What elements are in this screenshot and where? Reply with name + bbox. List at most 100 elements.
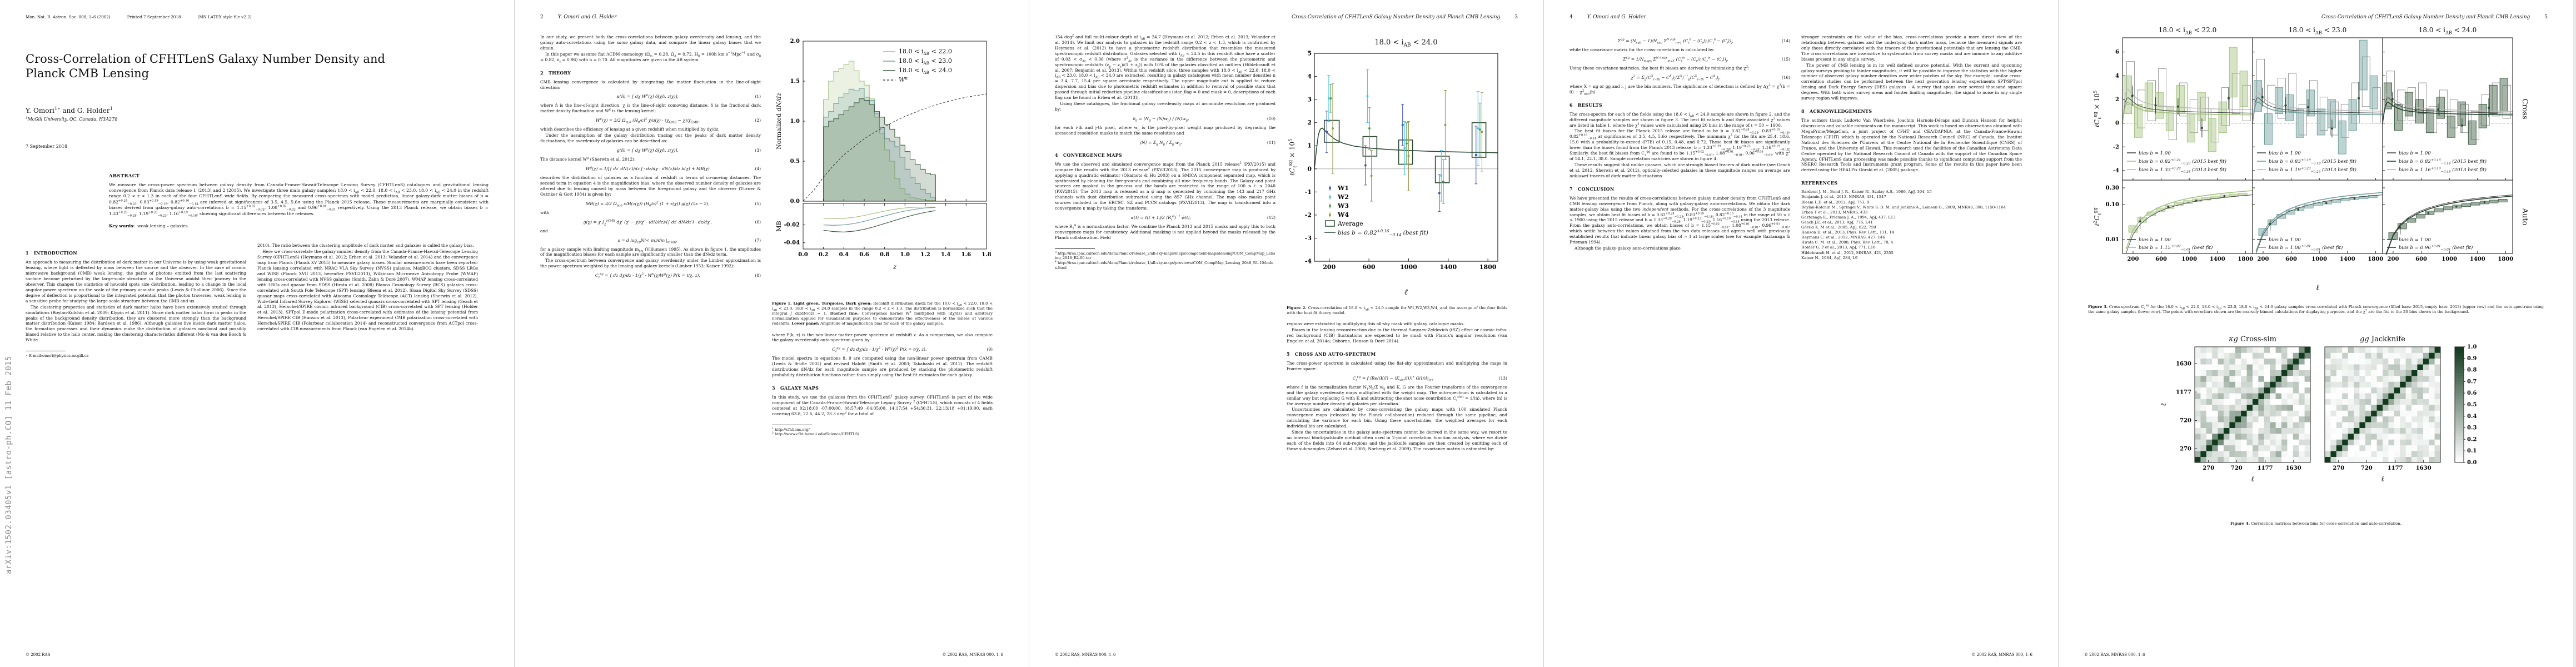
svg-text:2: 2 — [1307, 119, 1312, 126]
equation-number: (9) — [986, 347, 993, 352]
figure-caption: Figure 2. Cross-correlation of 18.0 < iA… — [1287, 306, 1507, 316]
svg-text:1630: 1630 — [2416, 465, 2431, 471]
svg-text:bias b = 0.82+0.16−0.14 (2015: bias b = 0.82+0.16−0.14 (2015 best fit) — [2399, 158, 2487, 165]
svg-text:bias b = 1.00: bias b = 1.00 — [2399, 151, 2431, 156]
reference-item: Kaiser N., 1984, ApJ, 284, L9 — [1801, 255, 1858, 260]
paragraph: for each i-th and j-th pixel, where wij … — [1055, 125, 1276, 136]
equation-body: Wg(χ) = 1/[∫ dz′ dN(z′)/dz′] · dz/dχ · d… — [585, 166, 710, 171]
svg-text:Average: Average — [1337, 220, 1363, 227]
page-2: 2 Y. Omori and G. Holder In our study, we… — [515, 0, 1029, 667]
paragraph: Biases in the lensing reconstruction due… — [1287, 327, 1507, 344]
page4-left-column: Σgg = (Nsub − 1)/Nsub ΣN subn=1 (Cℓn − ⟨… — [1569, 34, 1790, 261]
svg-text:ℓ: ℓ — [2316, 283, 2319, 292]
footnote-link[interactable]: 1 http://cfhtlens.org/ — [772, 427, 810, 432]
paragraph: We have presented the results of cross-c… — [1569, 195, 1791, 245]
svg-text:ℓCℓκg × 105: ℓCℓκg × 105 — [2092, 91, 2102, 128]
svg-text:18.0 < iAB < 24.0: 18.0 < iAB < 24.0 — [899, 67, 952, 75]
paragraph: 154 deg2 and full multi-colour depth of … — [1055, 34, 1275, 101]
equation-body: Wκ(χ) = 3/2 Ωm,0 (H0/c)2 χ/a(χ) · (χCMB … — [595, 117, 700, 125]
svg-text:600: 600 — [2415, 256, 2427, 262]
svg-text:-0.02: -0.02 — [784, 222, 800, 228]
affiliation: 1McGill University, QC, Canada, H3A2T8 — [26, 116, 118, 122]
svg-text:bias b = 1.00: bias b = 1.00 — [2269, 151, 2301, 156]
page2-left-column: In our study, we present both the cross-… — [540, 34, 761, 437]
running-head-title: Y. Omori and G. Holder — [1587, 14, 1646, 20]
paragraph: In this paper we assume flat ΛCDM cosmol… — [540, 51, 761, 64]
svg-text:-2: -2 — [2113, 144, 2119, 150]
paragraph: 2010). The ratio between the clustering … — [257, 243, 474, 248]
svg-text:4: 4 — [1307, 73, 1312, 80]
svg-text:z: z — [893, 263, 897, 271]
svg-text:1400: 1400 — [2340, 256, 2355, 262]
svg-text:270: 270 — [2333, 465, 2344, 471]
svg-text:1400: 1400 — [1439, 263, 1457, 271]
section-heading: 2 THEORY — [540, 69, 571, 76]
equation-body: g(n̂) = ∫ dχ Wg(χ) δ[χn̂, z(χ)]. — [616, 147, 679, 153]
svg-text:bias b = 1.15+0.02−0.01 (best: bias b = 1.15+0.02−0.01 (best fit) — [2139, 245, 2213, 251]
equation: Wκ(χ) = 3/2 Ωm,0 (H0/c)2 χ/a(χ) · (χCMB … — [540, 117, 761, 125]
abstract-block: ABSTRACT We measure the cross-power spec… — [109, 173, 489, 229]
footnote-link[interactable]: 3 http://irsa.ipac.caltech.edu/data/Plan… — [1055, 251, 1275, 261]
paragraph: The clustering properties and statistics… — [26, 304, 246, 343]
paragraph: The cross-spectrum between convergence a… — [540, 258, 761, 269]
paragraph: Although the galaxy-galaxy auto-correlat… — [1575, 246, 1681, 251]
svg-text:-0.04: -0.04 — [784, 240, 800, 246]
svg-text:bias b = 1.08+0.01−0.01 (best: bias b = 1.08+0.01−0.01 (best fit) — [2269, 245, 2343, 251]
reference-item: Górski K. M et al., 2005, ApJ, 622, 759 — [1801, 225, 1876, 230]
paragraph: with — [540, 210, 550, 215]
svg-text:Wκ: Wκ — [899, 76, 908, 83]
style-line: (MN LATEX style file v2.2) — [197, 14, 252, 19]
svg-text:0.1: 0.1 — [2467, 448, 2477, 454]
paragraph: which describes the efficiency of lensin… — [540, 127, 720, 132]
equation-number: (14) — [1781, 38, 1790, 43]
paragraph: Uncertainties are calculated by cross-co… — [1287, 407, 1507, 429]
footnote-link[interactable]: 4 http://irsa.ipac.caltech.edu/data/Plan… — [1055, 260, 1274, 270]
svg-text:κg Cross-sim: κg Cross-sim — [2228, 335, 2276, 344]
svg-text:0.7: 0.7 — [2467, 379, 2477, 385]
svg-text:-1: -1 — [1305, 188, 1312, 196]
svg-text:1.2: 1.2 — [920, 252, 930, 258]
svg-text:ℓCℓκg × 105: ℓCℓκg × 105 — [1287, 139, 1297, 176]
svg-text:1.0: 1.0 — [2467, 344, 2477, 350]
paragraph: The cross-spectra for each of the fields… — [1569, 111, 1790, 128]
page-3: Cross-Correlation of CFHTLenS Galaxy Num… — [1029, 0, 1544, 667]
reference-item: Bleem L.E. et al., 2012, ApJ, 753, 9 — [1801, 200, 1870, 205]
svg-text:1.5: 1.5 — [790, 78, 800, 84]
equation-body: Cℓκg = ∫ dz dχ/dz · 1/χ2 · Wκ(χ)Wg(χ) P(… — [595, 272, 700, 280]
running-head-title: Cross-Correlation of CFHTLenS Galaxy Num… — [2321, 14, 2530, 20]
paragraph: describes the distribution of galaxies a… — [540, 175, 761, 197]
equation-number: (3) — [755, 148, 761, 153]
footnote-link[interactable]: 2 http://www.cfht.hawaii.edu/Science/CFH… — [772, 432, 859, 437]
svg-text:ℓ2Cℓgg: ℓ2Cℓgg — [2092, 207, 2102, 226]
paragraph: Since the uncertainties in the galaxy au… — [1287, 430, 1507, 451]
reference-list: Bardeen J. M., Bond J. R., Kaiser N., Sz… — [1801, 190, 2022, 261]
page1-right-column: 2010). The ratio between the clustering … — [257, 243, 478, 358]
equation-number: (10) — [1267, 116, 1275, 121]
equation: κ(ℓ) = ℓ(ℓ + 1)/2 (Rℓφ)−1 φ̄(ℓ), (12) — [1055, 215, 1275, 221]
svg-text:1000: 1000 — [2181, 256, 2197, 262]
paragraph: CMB lensing convergence is calculated by… — [540, 79, 761, 90]
svg-text:0.0: 0.0 — [790, 198, 800, 205]
svg-text:600: 600 — [2155, 256, 2167, 262]
svg-text:18.0 < iAB < 24.0: 18.0 < iAB < 24.0 — [1374, 38, 1437, 48]
equation: Cℓgg = ∫ dz dχ/dz · 1/χ2 · Wg(χ)2 P(k = … — [772, 347, 993, 353]
equation-body: κ(n̂) = ∫ dχ Wκ(χ) δ[χn̂, z(χ)], — [616, 93, 679, 99]
svg-text:18.0 < iAB < 22.0: 18.0 < iAB < 22.0 — [899, 48, 952, 56]
paragraph: and — [540, 228, 548, 233]
svg-text:bias b = 1.33+0.29−0.28 (2013: bias b = 1.33+0.29−0.28 (2013 best fit) — [2139, 167, 2226, 173]
running-head: Cross-Correlation of CFHTLenS Galaxy Num… — [1055, 14, 1518, 20]
svg-text:200: 200 — [2388, 256, 2399, 262]
svg-text:200: 200 — [1323, 263, 1336, 271]
footnote: ⋆ E-mail:omori@physics.mcgill.ca — [26, 354, 89, 359]
figure-fig2: 18.0 < iAB < 24.0 200 600 1000 1400 1800 -4 -3 -… — [1287, 34, 1507, 302]
keywords: Key words: weak lensing – galaxies. — [109, 223, 190, 229]
svg-text:1: 1 — [1307, 142, 1312, 150]
running-head-title: Y. Omori and G. Holder — [557, 14, 617, 20]
svg-text:0.10: 0.10 — [2106, 202, 2119, 208]
svg-text:1.4: 1.4 — [941, 252, 950, 258]
reference-item: Gaztanaga E., Frieman J. A., 1994, ApJ, … — [1801, 215, 1896, 220]
equation: Σκg = 1/Nmaps ΣN mapsm=1 (Cℓm − ⟨Cℓ⟩)i(C… — [1569, 57, 1790, 63]
reference-item: Hildebrandt H. et al., 2012, MNRAS, 421,… — [1801, 250, 1894, 255]
page-footer: © 2002 RAS, MNRAS 000, 1–6 — [1971, 653, 2032, 657]
